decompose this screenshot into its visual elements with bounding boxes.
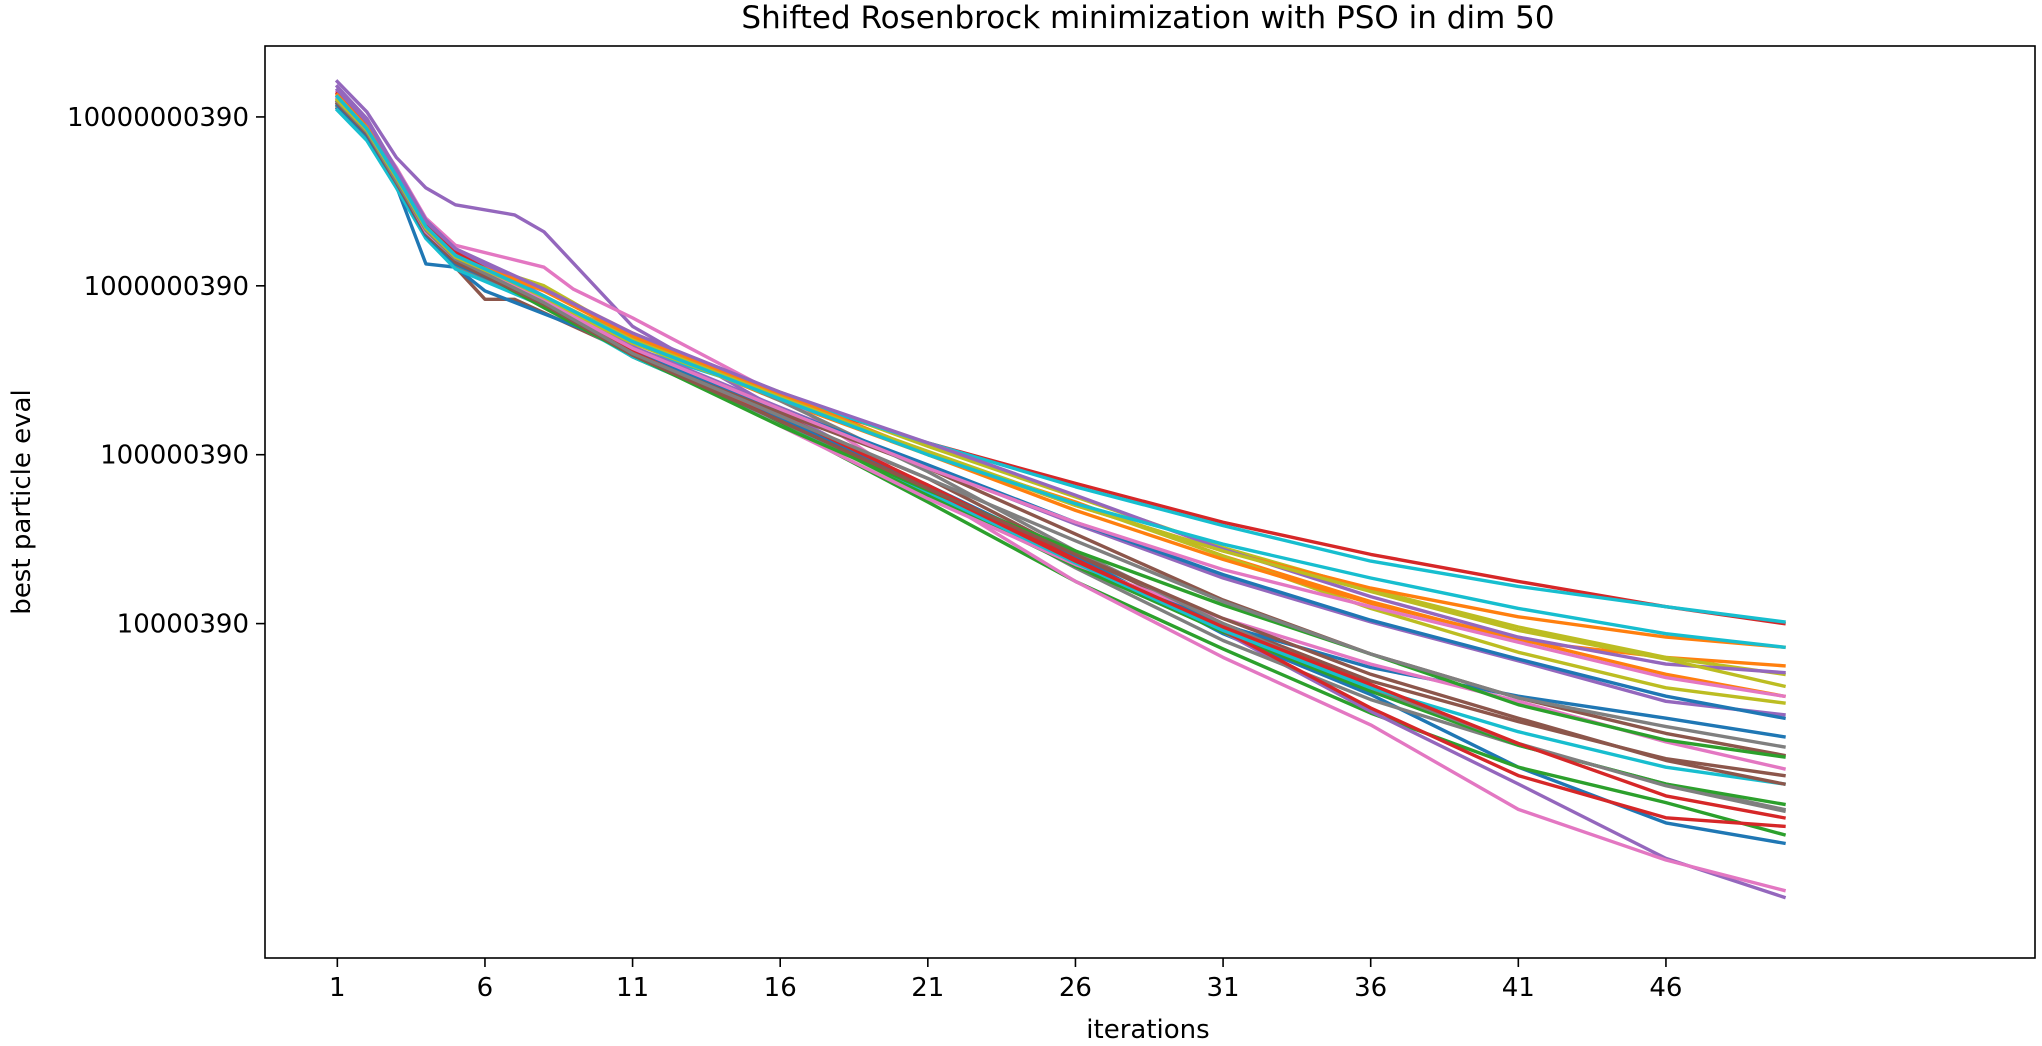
series-line-25: [334, 84, 1786, 675]
series-layer: [334, 79, 1787, 900]
y-tick-label: 100000390: [100, 441, 249, 471]
series-line-2: [334, 97, 1786, 668]
series-line-19: [334, 97, 1786, 705]
x-tick-label: 1: [329, 973, 346, 1003]
series-line-21: [334, 102, 1786, 721]
y-axis-label: best particle eval: [7, 389, 37, 614]
chart-title: Shifted Rosenbrock minimization with PSO…: [741, 0, 1554, 36]
series-line-13: [334, 102, 1786, 807]
y-tick-label: 10000000390: [67, 103, 249, 133]
series-line-16: [334, 100, 1786, 758]
series-line-20: [334, 107, 1786, 786]
plot-frame: [264, 45, 2036, 959]
y-axis: 10000000390 1000000390 100000390 10000390: [67, 103, 265, 640]
x-tick-label: 16: [764, 973, 797, 1003]
x-tick-label: 6: [477, 973, 494, 1003]
series-line-22: [334, 92, 1786, 699]
series-line-15: [334, 87, 1786, 717]
series-line-18: [334, 104, 1787, 814]
x-axis: 1 6 11 16 21 26 31 36 41 46: [329, 958, 1682, 1003]
x-tick-label: 11: [616, 973, 649, 1003]
x-tick-label: 41: [1502, 973, 1535, 1003]
series-line-29: [334, 97, 1787, 689]
series-line-26: [334, 100, 1787, 787]
x-tick-label: 36: [1354, 973, 1387, 1003]
x-tick-label: 26: [1059, 973, 1092, 1003]
series-line-30: [334, 94, 1786, 650]
y-tick-label: 10000390: [117, 610, 249, 640]
series-line-23: [334, 97, 1786, 759]
x-tick-label: 46: [1649, 973, 1682, 1003]
series-line-27: [334, 95, 1786, 699]
x-axis-label: iterations: [1086, 1015, 1209, 1045]
series-line-9: [334, 92, 1786, 677]
x-tick-label: 31: [1207, 973, 1240, 1003]
y-tick-label: 1000000390: [84, 272, 249, 302]
x-tick-label: 21: [911, 973, 944, 1003]
series-line-17: [334, 94, 1787, 771]
series-line-12: [334, 99, 1786, 650]
series-line-3: [334, 104, 1787, 837]
series-line-11: [334, 106, 1786, 739]
